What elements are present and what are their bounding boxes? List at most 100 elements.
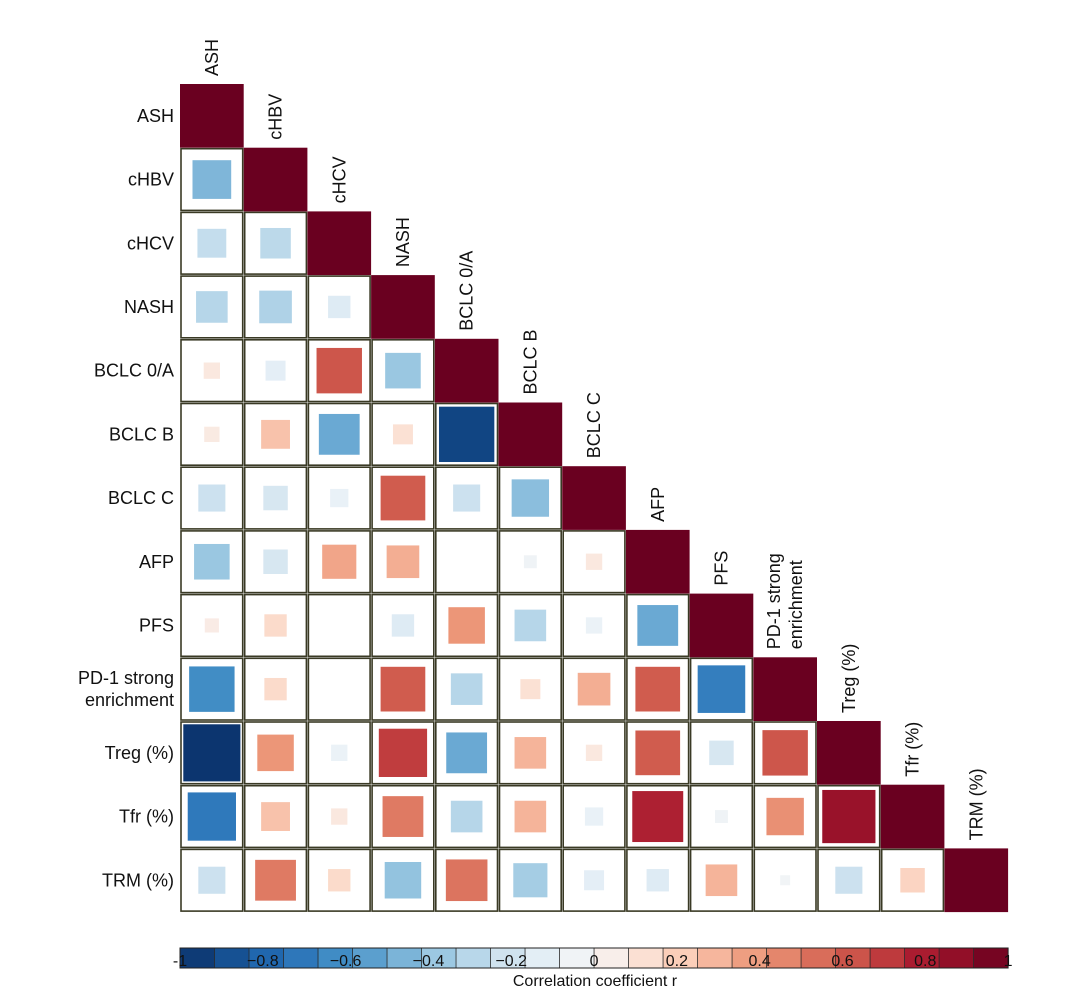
colorbar-tick-label: 0.4 [749, 953, 771, 970]
correlation-square [203, 362, 221, 379]
correlation-square [514, 737, 547, 769]
correlation-square [523, 555, 537, 569]
correlation-square [637, 605, 679, 646]
correlation-square [318, 413, 360, 455]
matrix-cell [498, 657, 563, 721]
correlation-square [514, 609, 547, 642]
correlation-square [378, 728, 428, 777]
correlation-square [198, 866, 226, 894]
matrix-cell [498, 593, 563, 658]
row-label: BCLC C [108, 488, 174, 508]
matrix-cell [434, 530, 499, 594]
row-labels: ASH cHBV cHCV NASH BCLC 0/A BCLC B BCLC C AFP PF… [78, 106, 174, 890]
diagonal-cell [434, 338, 499, 403]
correlation-square [187, 792, 236, 841]
row-label: NASH [124, 297, 174, 317]
correlation-square [331, 744, 348, 762]
colorbar-bin [318, 948, 353, 968]
correlation-square [380, 475, 426, 521]
colorbar-tick-label: −0.2 [495, 953, 527, 970]
column-label: PD-1 strong enrichment [764, 553, 806, 649]
matrix-cell [371, 402, 435, 467]
colorbar-tick-label: −0.4 [413, 953, 445, 970]
correlation-square [585, 617, 603, 634]
correlation-square [646, 869, 669, 892]
correlation-square [584, 870, 605, 891]
correlation-square [766, 797, 804, 836]
correlation-square [635, 730, 681, 776]
correlation-square [822, 789, 876, 844]
correlation-square [453, 484, 481, 512]
correlation-square [261, 419, 290, 449]
diagonal-cell [944, 848, 1009, 913]
row-label: Tfr (%) [119, 807, 174, 827]
colorbar-tick-label: 1 [1004, 953, 1013, 970]
colorbar-bin [973, 948, 1009, 968]
colorbar-bin [180, 948, 215, 968]
correlation-square [257, 734, 294, 772]
colorbar-bin [870, 948, 905, 968]
colorbar-bin [559, 948, 595, 968]
colorbar-bin [628, 948, 664, 968]
diagonal-cell [498, 402, 563, 467]
colorbar-bin [249, 948, 284, 968]
diagonal-cell [180, 84, 244, 148]
correlation-square [577, 672, 611, 706]
correlation-square [446, 732, 488, 774]
colorbar-label: Correlation coefficient r [513, 973, 678, 990]
colorbar-bin [835, 948, 871, 968]
correlation-square [391, 614, 415, 637]
correlation-square [438, 406, 495, 463]
colorbar-bin [283, 948, 319, 968]
colorbar-tick-label: 0 [590, 953, 599, 970]
correlation-square [514, 800, 547, 833]
correlation-square [445, 859, 488, 902]
correlation-square [697, 665, 746, 713]
correlation-square [520, 679, 541, 700]
column-label: Tfr (%) [903, 722, 923, 777]
diagonal-cell [880, 784, 945, 849]
matrix-cell [180, 530, 244, 594]
correlation-square [585, 744, 603, 762]
matrix-cell [243, 338, 308, 403]
correlation-square [264, 677, 287, 701]
diagonal-cell [562, 466, 626, 530]
matrix-cell [371, 530, 435, 594]
correlation-square [392, 424, 413, 445]
matrix-cell [307, 657, 371, 721]
colorbar-bin [904, 948, 940, 968]
row-label: cHBV [128, 170, 174, 190]
correlation-square [385, 352, 421, 389]
column-label: Treg (%) [839, 644, 859, 713]
column-label: NASH [393, 217, 413, 267]
colorbar-bin [801, 948, 836, 968]
correlation-square [198, 484, 226, 512]
correlation-square [264, 614, 287, 637]
diagonal-cell [243, 147, 308, 212]
correlation-square [450, 673, 483, 705]
correlation-square [204, 426, 220, 442]
colorbar-bin [352, 948, 388, 968]
correlation-square [380, 666, 426, 712]
colorbar-bin [697, 948, 733, 968]
column-labels: ASH cHBV cHCV NASH BCLC 0/A BCLC B BCLC C AFP PF… [202, 39, 986, 840]
row-label: AFP [139, 552, 174, 572]
correlation-square [382, 796, 424, 837]
colorbar-bin [939, 948, 974, 968]
correlation-square [189, 666, 235, 712]
correlation-square [714, 810, 728, 824]
colorbar-tick-label: −0.8 [247, 953, 279, 970]
colorbar-bin [387, 948, 422, 968]
correlation-square [196, 291, 228, 323]
row-label: BCLC B [109, 424, 174, 444]
colorbar-tick-label: 0.6 [831, 953, 853, 970]
correlation-square [194, 543, 230, 580]
correlation-square [900, 868, 925, 893]
row-label: ASH [137, 106, 174, 126]
colorbar-bin [490, 948, 526, 968]
correlation-square [316, 347, 362, 394]
matrix-cells [180, 84, 1009, 913]
correlation-square [331, 808, 348, 825]
colorbar-bin [525, 948, 560, 968]
row-label: BCLC 0/A [94, 361, 174, 381]
